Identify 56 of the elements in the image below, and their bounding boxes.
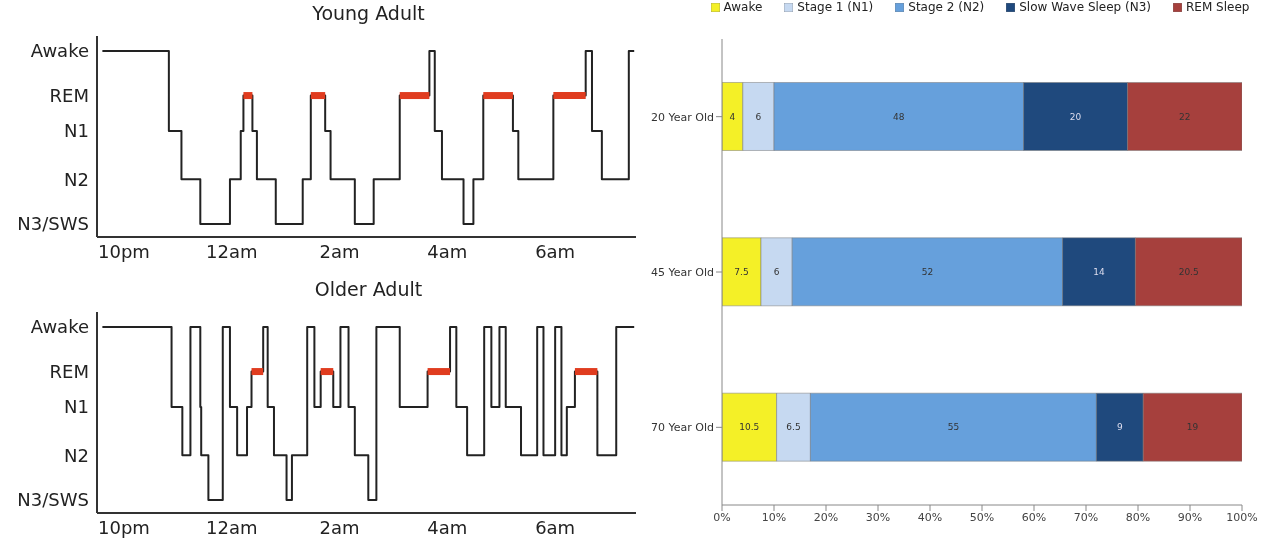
chart-title: Young Adult [311,2,426,24]
data-label: 19 [1186,422,1199,433]
x-tick-label: 10pm [98,516,150,538]
y-tick-label: 70 Year Old [651,421,714,435]
data-label: 6 [773,267,780,278]
x-tick-label: 50% [969,510,995,524]
data-label: 6 [755,111,762,122]
text: REM [49,84,89,106]
text: Awake [30,40,89,62]
data-label: 20.5 [1178,267,1199,278]
data-label: 6.5 [786,422,801,433]
x-tick-label: 12am [206,240,258,262]
legend-label: Stage 2 (N2) [908,0,985,14]
x-tick-label: 60% [1021,510,1047,524]
y-tick-label: 45 Year Old [651,265,714,279]
data-label: 10.5 [739,422,760,433]
x-tick-label: 10% [761,510,787,524]
chart-title: Older Adult [313,278,424,300]
data-label: 4 [729,111,736,122]
x-tick-label: 40% [917,510,943,524]
x-tick-label: 80% [1125,510,1151,524]
x-tick-label: 0% [713,510,731,524]
x-tick-label: 6am [535,516,576,538]
x-tick-label: 4am [427,240,468,262]
text: N3/SWS [17,489,89,511]
data-label: 48 [893,111,905,122]
data-label: 7.5 [734,267,749,278]
x-tick-label: 2am [319,516,360,538]
x-tick-label: 2am [319,240,360,262]
text: N2 [64,168,89,190]
legend-label: REM Sleep [1186,0,1250,14]
data-label: 52 [921,267,934,278]
data-label: 22 [1179,111,1191,122]
legend-label: Awake [723,0,763,14]
y-tick-label: 20 Year Old [651,110,714,124]
x-tick-label: 90% [1177,510,1203,524]
x-tick-label: 70% [1073,510,1099,524]
legend-label: Stage 1 (N1) [797,0,874,14]
x-tick-label: 20% [813,510,839,524]
text: REM [49,360,89,382]
text: Awake [30,316,89,338]
text: N2 [64,444,89,466]
data-label: 9 [1116,422,1123,433]
text: N1 [64,396,89,418]
x-tick-label: 12am [206,516,258,538]
text: N3/SWS [17,213,89,235]
legend-label: Slow Wave Sleep (N3) [1019,0,1151,14]
data-label: 14 [1093,267,1105,278]
text: N1 [64,120,89,142]
data-label: 55 [947,422,960,433]
x-tick-label: 6am [535,240,576,262]
x-tick-label: 10pm [98,240,150,262]
data-label: 20 [1069,111,1082,122]
x-tick-label: 30% [865,510,891,524]
x-tick-label: 4am [427,516,468,538]
x-tick-label: 100% [1226,510,1258,524]
